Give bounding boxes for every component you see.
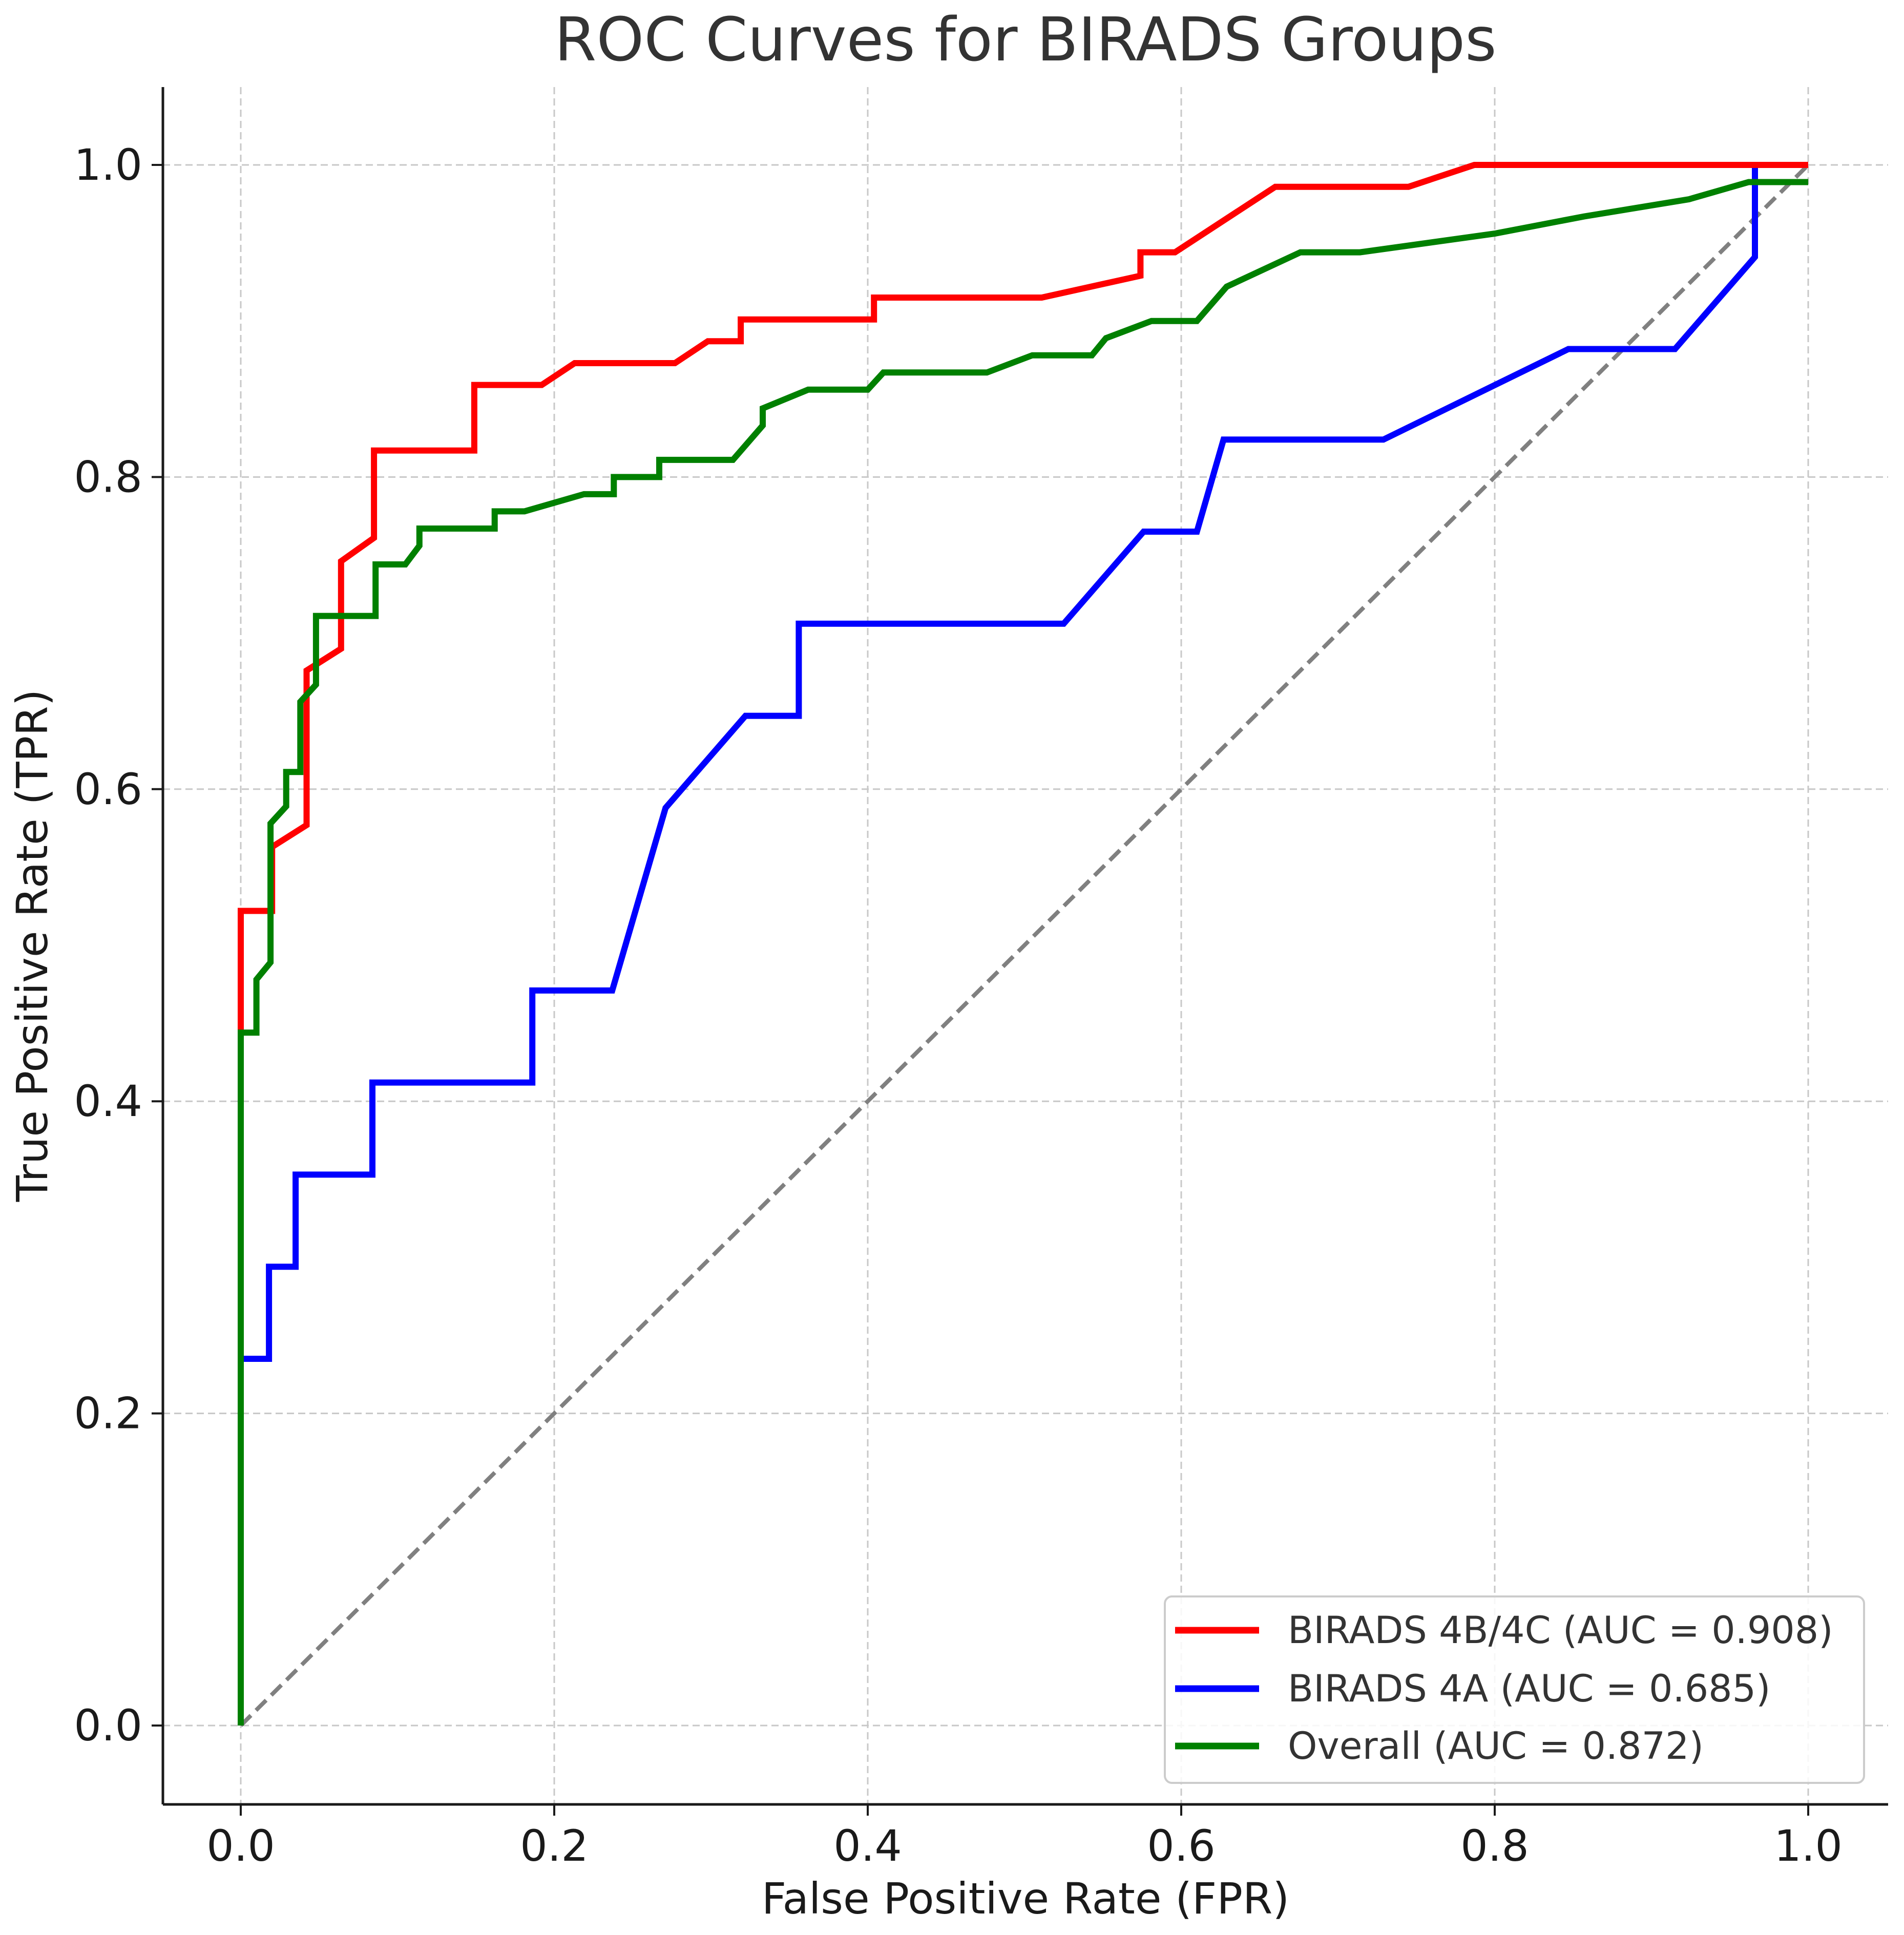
x-tick-label: 0.2 — [520, 1821, 589, 1871]
y-tick-label: 0.6 — [74, 764, 142, 814]
series-group — [238, 162, 1808, 1726]
x-ticks: 0.0 0.2 0.4 0.6 0.8 1.0 — [206, 1804, 1843, 1871]
legend-label-overall: Overall (AUC = 0.872) — [1288, 1724, 1704, 1768]
legend-box — [1164, 1595, 1865, 1784]
y-tick-label: 0.0 — [74, 1700, 142, 1751]
y-ticks: 0.0 0.2 0.4 0.6 0.8 1.0 — [74, 140, 163, 1751]
legend-label-birads-4a: BIRADS 4A (AUC = 0.685) — [1288, 1667, 1771, 1711]
series-line-birads-4b-4c — [238, 162, 1808, 1726]
reference-line-group — [239, 163, 1810, 1727]
y-tick-label: 1.0 — [74, 140, 142, 190]
reference-diagonal-line — [239, 163, 1810, 1727]
y-tick-label: 0.8 — [74, 452, 142, 502]
x-tick-label: 0.0 — [206, 1821, 275, 1871]
series-line-birads-4a — [238, 162, 1808, 1726]
y-axis-label: True Positive Rate (TPR) — [7, 689, 57, 1203]
x-tick-label: 0.8 — [1460, 1821, 1529, 1871]
legend-label-birads-4b-4c: BIRADS 4B/4C (AUC = 0.908) — [1288, 1609, 1833, 1652]
y-tick-label: 0.2 — [74, 1389, 142, 1439]
y-tick-label: 0.4 — [74, 1076, 142, 1126]
grid — [163, 87, 1888, 1804]
series-line-overall — [238, 179, 1808, 1726]
x-tick-label: 0.4 — [833, 1821, 902, 1871]
x-axis-label: False Positive Rate (FPR) — [762, 1874, 1289, 1924]
axes — [161, 87, 1888, 1806]
x-tick-label: 1.0 — [1774, 1821, 1843, 1871]
legend: BIRADS 4B/4C (AUC = 0.908) BIRADS 4A (AU… — [1164, 1595, 1865, 1784]
chart-title: ROC Curves for BIRADS Groups — [554, 4, 1496, 75]
x-tick-label: 0.6 — [1147, 1821, 1216, 1871]
